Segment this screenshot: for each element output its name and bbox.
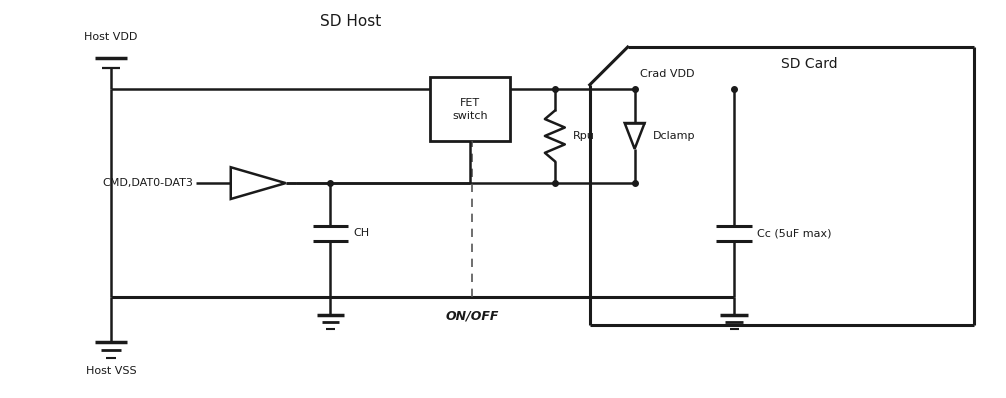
Text: SD Host: SD Host — [320, 14, 381, 29]
Text: Host VDD: Host VDD — [85, 32, 138, 42]
Text: Host VSS: Host VSS — [86, 366, 137, 376]
Bar — [431, 77, 510, 141]
Text: ON/OFF: ON/OFF — [446, 309, 499, 322]
Polygon shape — [625, 123, 645, 149]
Text: CMD,DAT0-DAT3: CMD,DAT0-DAT3 — [102, 178, 193, 188]
Text: Cc (5uF max): Cc (5uF max) — [758, 228, 832, 238]
Text: Dclamp: Dclamp — [653, 131, 695, 141]
Text: Rpu: Rpu — [572, 131, 595, 141]
Text: SD Card: SD Card — [781, 57, 837, 71]
Polygon shape — [230, 167, 286, 199]
Text: CH: CH — [353, 228, 369, 238]
Text: Crad VDD: Crad VDD — [640, 69, 694, 79]
Text: FET
switch: FET switch — [453, 98, 488, 121]
